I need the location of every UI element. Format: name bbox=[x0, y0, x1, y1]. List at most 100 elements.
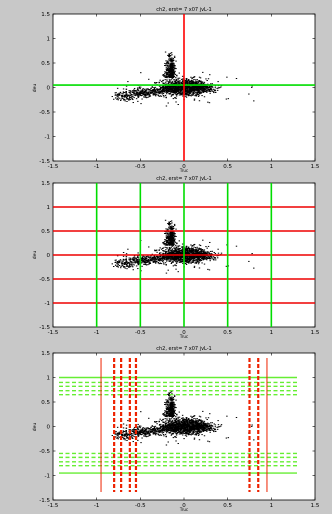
data-point bbox=[145, 92, 147, 94]
data-point bbox=[127, 248, 129, 250]
data-point bbox=[182, 89, 184, 91]
data-point bbox=[197, 263, 200, 265]
data-point bbox=[187, 79, 190, 81]
data-point bbox=[146, 93, 149, 95]
data-point bbox=[122, 93, 124, 95]
y-tick-label: -1.5 bbox=[39, 159, 50, 165]
data-point bbox=[172, 226, 175, 228]
chart-title: ch2, erst= 7 x07 jvL-1 bbox=[156, 7, 211, 13]
data-point bbox=[157, 89, 159, 91]
data-point bbox=[158, 257, 161, 259]
data-point bbox=[147, 88, 149, 90]
data-point bbox=[137, 100, 139, 102]
data-point bbox=[174, 260, 177, 262]
data-point bbox=[153, 88, 156, 90]
data-point bbox=[203, 422, 206, 424]
data-point bbox=[165, 257, 167, 259]
data-point bbox=[156, 255, 158, 257]
data-point bbox=[148, 89, 150, 91]
data-point bbox=[166, 239, 168, 241]
data-point bbox=[147, 92, 149, 94]
data-point bbox=[144, 95, 146, 97]
data-point bbox=[174, 90, 176, 92]
data-point bbox=[152, 257, 154, 259]
data-point bbox=[191, 245, 193, 247]
data-point bbox=[120, 98, 122, 100]
data-point bbox=[173, 253, 176, 255]
data-point bbox=[189, 88, 192, 90]
data-point bbox=[186, 427, 189, 429]
data-point bbox=[188, 82, 190, 84]
data-point bbox=[157, 91, 160, 93]
data-point bbox=[146, 261, 148, 263]
data-point bbox=[189, 82, 191, 84]
data-point bbox=[186, 86, 188, 88]
data-point bbox=[173, 223, 176, 225]
data-point bbox=[158, 420, 160, 422]
data-point bbox=[187, 256, 189, 258]
data-point bbox=[170, 73, 173, 75]
data-point bbox=[150, 257, 153, 259]
data-point bbox=[172, 243, 174, 245]
data-point bbox=[188, 81, 191, 83]
data-point bbox=[140, 94, 142, 96]
data-point bbox=[205, 86, 208, 88]
data-point bbox=[116, 255, 119, 257]
data-point bbox=[165, 90, 167, 92]
data-point bbox=[192, 252, 195, 254]
data-point bbox=[169, 432, 171, 434]
data-point bbox=[173, 250, 175, 252]
data-point bbox=[166, 248, 168, 250]
data-point bbox=[174, 67, 176, 69]
data-point bbox=[125, 92, 127, 94]
data-point bbox=[195, 88, 198, 90]
data-point bbox=[164, 79, 166, 81]
data-point bbox=[168, 420, 170, 422]
data-point bbox=[175, 431, 177, 433]
data-point bbox=[192, 248, 195, 250]
data-point bbox=[129, 92, 131, 94]
data-point bbox=[186, 417, 188, 419]
data-point bbox=[161, 258, 164, 260]
data-point bbox=[176, 75, 178, 77]
data-point bbox=[194, 249, 197, 251]
data-point bbox=[184, 424, 187, 426]
data-point bbox=[175, 421, 177, 423]
data-point bbox=[130, 258, 132, 260]
y-tick-label: -0.5 bbox=[39, 110, 50, 116]
data-point bbox=[179, 94, 182, 96]
data-point bbox=[138, 94, 140, 96]
data-point bbox=[151, 258, 153, 260]
data-point bbox=[192, 256, 195, 258]
data-point bbox=[170, 220, 173, 222]
data-point bbox=[216, 87, 218, 89]
data-point bbox=[169, 67, 172, 69]
data-point bbox=[130, 260, 132, 262]
data-point bbox=[196, 82, 198, 84]
data-point bbox=[182, 251, 184, 253]
data-point bbox=[189, 421, 191, 423]
data-point bbox=[208, 90, 210, 92]
data-point bbox=[113, 98, 115, 100]
data-point bbox=[190, 255, 192, 257]
data-point bbox=[191, 89, 194, 91]
data-point bbox=[167, 255, 170, 257]
data-point bbox=[195, 83, 198, 85]
data-point bbox=[175, 434, 178, 436]
data-point bbox=[154, 94, 156, 96]
data-point bbox=[184, 253, 187, 255]
data-point bbox=[116, 98, 118, 100]
data-point bbox=[177, 81, 179, 83]
data-point bbox=[199, 416, 202, 418]
data-point bbox=[152, 90, 154, 92]
data-point bbox=[168, 81, 171, 83]
data-point bbox=[198, 252, 201, 254]
data-point bbox=[170, 72, 172, 74]
data-point bbox=[187, 89, 189, 91]
data-point bbox=[172, 252, 174, 254]
data-point bbox=[138, 262, 140, 264]
x-tick-label: 1.5 bbox=[311, 164, 320, 170]
data-point bbox=[195, 86, 197, 88]
data-point bbox=[157, 258, 160, 260]
data-point bbox=[187, 88, 189, 90]
